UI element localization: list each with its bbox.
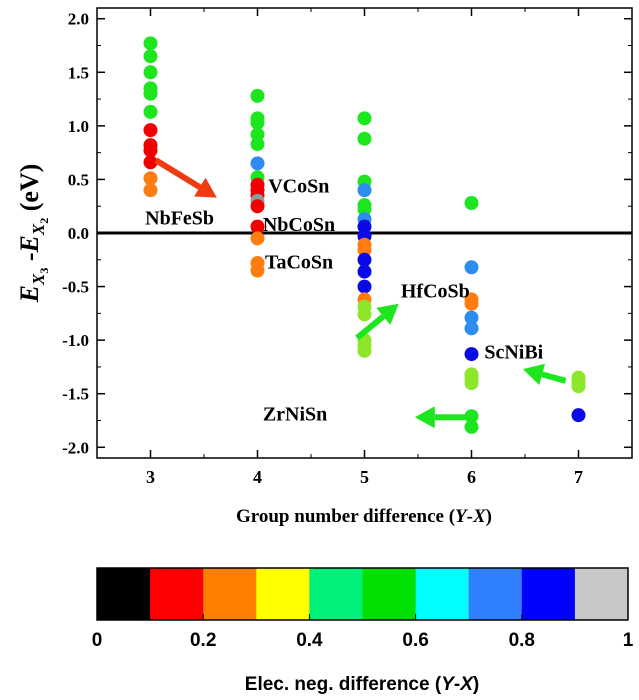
data-point [357,343,372,358]
data-point [250,88,265,103]
y-tick-label: -2.0 [62,438,89,457]
data-point [143,155,158,170]
data-point [464,260,479,275]
plot-area: 3 4 5 6 7 -2.0 -1.5 -1.0 -0.5 0.0 0.5 1.0 1.5 2.0 NbFe… [62,7,633,487]
data-point [250,127,265,142]
y-tick-label: -0.5 [62,278,89,297]
colorbar-tick-label: 0.2 [190,630,216,651]
colorbar-frame [96,567,629,621]
x-tick-label: 5 [360,467,369,487]
data-point [250,199,265,214]
colorbar-segment [150,568,204,620]
annotation-arrow [154,157,202,190]
data-point [143,171,158,186]
data-point [250,263,265,278]
colorbar-segment [574,568,629,620]
annotation-arrowhead [376,303,399,325]
colorbar-tick-label: 0.8 [509,630,535,651]
annotation-label: ScNiBi [484,341,543,363]
data-point [250,115,265,130]
data-point [571,408,586,423]
data-point [357,131,372,146]
annotation-label: NbFeSb [145,207,214,229]
annotation-arrow [355,314,386,341]
annotation-label: HfCoSb [401,280,470,302]
colorbar-segment [203,568,257,620]
y-tick-label: -1.5 [62,385,89,404]
data-point [464,321,479,336]
colorbar: 0 0.2 0.4 0.6 0.8 1 [92,567,634,651]
data-point [143,49,158,64]
x-tick-label: 7 [574,467,583,487]
data-point [357,219,372,234]
colorbar-tick-label: 0 [92,630,103,651]
data-point [250,137,265,152]
annotation-arrowhead [414,406,435,429]
x-tick-label: 6 [467,467,476,487]
colorbar-segment [309,568,363,620]
data-point [250,219,265,234]
y-tick-label: 2.0 [68,10,89,29]
annotation-label: ZrNiSn [263,404,327,426]
data-point [250,231,265,246]
data-point [357,279,372,294]
y-tick-label: 0.5 [68,170,89,189]
colorbar-tick-label: 0.4 [296,630,323,651]
annotation-label: NbCoSn [263,214,335,236]
data-point [250,156,265,171]
colorbar-tick-label: 1 [623,630,634,651]
y-tick-label: 0.0 [68,224,89,243]
annotation-arrowhead [522,363,546,385]
data-point [464,310,479,325]
x-tick-label: 4 [253,467,262,487]
annotation-label: VCoSn [268,175,329,197]
data-point [143,86,158,101]
colorbar-segment [521,568,576,620]
colorbar-segment [415,568,470,620]
y-tick-label: -1.0 [62,331,89,350]
data-point [143,104,158,119]
colorbar-segment [256,568,310,620]
data-point [464,376,479,390]
annotation-arrowhead [194,177,217,198]
data-point [464,419,479,434]
data-point [357,252,372,267]
colorbar-segment [362,568,417,620]
data-point [357,202,372,217]
data-point [357,307,372,322]
data-point [357,183,372,198]
y-tick-label: 1.5 [68,63,89,82]
colorbar-segment [97,568,151,620]
colorbar-tick-label: 0.6 [402,630,428,651]
colorbar-label: Elec. neg. difference (Y-X) [245,674,479,695]
data-point [143,143,158,158]
data-point [143,36,158,51]
x-tick-label: 3 [146,467,155,487]
data-point [357,264,372,279]
y-axis-label: EX3 -EX2 (eV) [15,164,51,304]
data-point [143,123,158,138]
annotation-label: TaCoSn [265,251,333,273]
annotation-arrow [541,371,567,384]
colorbar-segment [468,568,523,620]
y-tick-label: 1.0 [68,117,89,136]
data-point [571,379,586,394]
data-point [464,296,479,311]
data-point [464,347,479,362]
data-point [143,65,158,80]
data-point [143,183,158,198]
data-point [464,196,479,210]
data-point [357,111,372,126]
data-point [357,243,372,258]
x-axis-label: Group number difference (Y-X) [236,506,492,527]
